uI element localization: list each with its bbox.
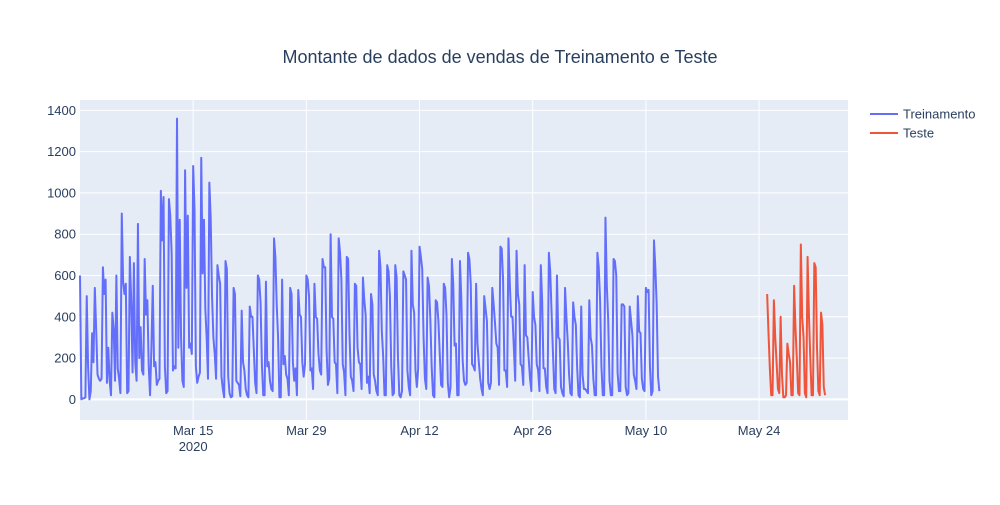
x-tick-label-3: Apr 26	[514, 423, 552, 438]
x-tick-sublabel-0: 2020	[179, 439, 208, 454]
legend-label-teste: Teste	[903, 126, 934, 141]
y-tick-label-6: 1200	[47, 144, 76, 159]
y-tick-label-3: 600	[54, 268, 76, 283]
y-tick-label-2: 400	[54, 309, 76, 324]
y-tick-label-4: 800	[54, 227, 76, 242]
x-tick-label-0: Mar 15	[173, 423, 213, 438]
legend-label-treinamento: Treinamento	[903, 107, 976, 122]
y-tick-label-0: 0	[69, 392, 76, 407]
y-tick-label-5: 1000	[47, 185, 76, 200]
y-tick-label-1: 200	[54, 351, 76, 366]
chart-title: Montante de dados de vendas de Treinamen…	[283, 47, 718, 67]
x-tick-label-5: May 24	[738, 423, 781, 438]
x-tick-label-2: Apr 12	[400, 423, 438, 438]
y-tick-label-7: 1400	[47, 103, 76, 118]
x-tick-label-4: May 10	[625, 423, 668, 438]
x-tick-label-1: Mar 29	[286, 423, 326, 438]
